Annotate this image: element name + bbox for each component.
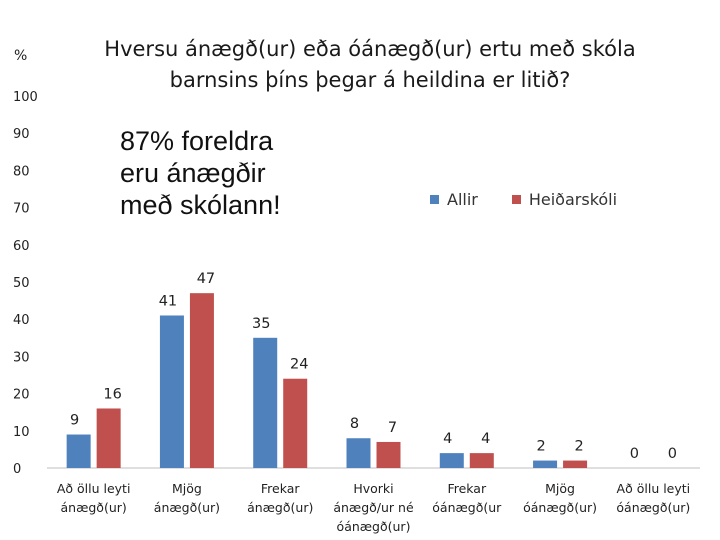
y-axis-unit-label: %: [14, 48, 28, 64]
bar-0-5: [533, 460, 558, 468]
y-tick-label-70: 70: [13, 202, 30, 217]
bar-1-3: [376, 441, 401, 468]
data-label-0-0: 9: [70, 413, 79, 429]
legend-entry-allir: Allir: [430, 190, 478, 209]
x-tick-label-0-1: ánægð(ur): [61, 500, 127, 515]
legend-entry-heidarskoli: Heiðarskóli: [511, 190, 618, 209]
chart-title: Hversu ánægð(ur) eða óánægð(ur) ertu með…: [100, 34, 640, 96]
legend-swatch-allir: [430, 195, 439, 204]
callout-line-2: eru ánægðir: [120, 158, 266, 188]
y-tick-label-90: 90: [13, 127, 30, 142]
data-label-1-4: 4: [481, 431, 490, 447]
x-tick-label-5-1: óánægð(ur): [523, 500, 597, 515]
y-tick-label-50: 50: [13, 276, 30, 291]
y-tick-label-0: 0: [13, 462, 21, 477]
data-label-1-6: 0: [668, 446, 677, 462]
x-tick-label-6-0: Að öllu leyti: [617, 481, 691, 496]
legend: Allir Heiðarskóli: [430, 190, 617, 209]
callout-line-1: 87% foreldra: [120, 126, 274, 156]
data-label-0-2: 35: [252, 316, 270, 332]
bar-0-2: [253, 337, 278, 468]
legend-label-heidarskoli: Heiðarskóli: [528, 190, 618, 209]
x-tick-label-3-0: Hvorki: [353, 481, 393, 496]
callout-line-3: með skólann!: [120, 190, 281, 220]
data-label-0-3: 8: [350, 416, 359, 432]
data-label-0-4: 4: [443, 431, 452, 447]
bar-1-1: [189, 293, 214, 468]
bar-0-1: [159, 315, 184, 468]
y-tick-label-20: 20: [13, 388, 30, 403]
bar-0-0: [66, 434, 91, 468]
x-tick-label-3-2: óánægð(ur): [337, 519, 411, 534]
data-label-1-0: 16: [103, 386, 121, 402]
legend-label-allir: Allir: [447, 190, 478, 209]
x-tick-label-4-0: Frekar: [447, 481, 487, 496]
x-tick-label-1-1: ánægð(ur): [154, 500, 220, 515]
x-tick-label-4-1: óánægð(ur: [432, 500, 502, 515]
callout-annotation: 87% foreldra eru ánægðir með skólann!: [120, 125, 281, 221]
x-tick-label-2-1: ánægð(ur): [247, 500, 313, 515]
x-tick-label-6-1: óánægð(ur): [616, 500, 690, 515]
data-label-1-2: 24: [290, 357, 308, 373]
data-label-0-5: 2: [536, 439, 545, 455]
x-tick-label-0-0: Að öllu leyti: [57, 481, 131, 496]
bar-0-3: [346, 438, 371, 468]
y-tick-label-60: 60: [13, 239, 30, 254]
bar-1-5: [563, 460, 588, 468]
data-label-1-3: 7: [388, 420, 397, 436]
bar-0-4: [439, 453, 464, 468]
bar-1-2: [283, 378, 308, 468]
data-label-1-5: 2: [574, 439, 583, 455]
y-tick-label-80: 80: [13, 164, 30, 179]
y-tick-label-30: 30: [13, 350, 30, 365]
data-label-1-1: 47: [197, 271, 215, 287]
y-tick-label-40: 40: [13, 313, 30, 328]
bar-1-4: [469, 453, 494, 468]
data-label-0-6: 0: [630, 446, 639, 462]
y-tick-label-100: 100: [13, 90, 38, 105]
x-tick-label-3-1: ánægð/ur né: [333, 500, 414, 515]
chart-title-line-2: barnsins þíns þegar á heildina er litið?: [169, 68, 571, 92]
x-tick-label-5-0: Mjög: [545, 481, 575, 496]
bar-1-0: [96, 408, 121, 468]
legend-swatch-heidarskoli: [511, 195, 521, 204]
x-tick-label-2-0: Frekar: [261, 481, 301, 496]
data-label-0-1: 41: [159, 293, 177, 309]
x-tick-label-1-0: Mjög: [172, 481, 202, 496]
y-tick-label-10: 10: [13, 425, 30, 440]
chart-title-line-1: Hversu ánægð(ur) eða óánægð(ur) ertu með…: [104, 37, 636, 61]
